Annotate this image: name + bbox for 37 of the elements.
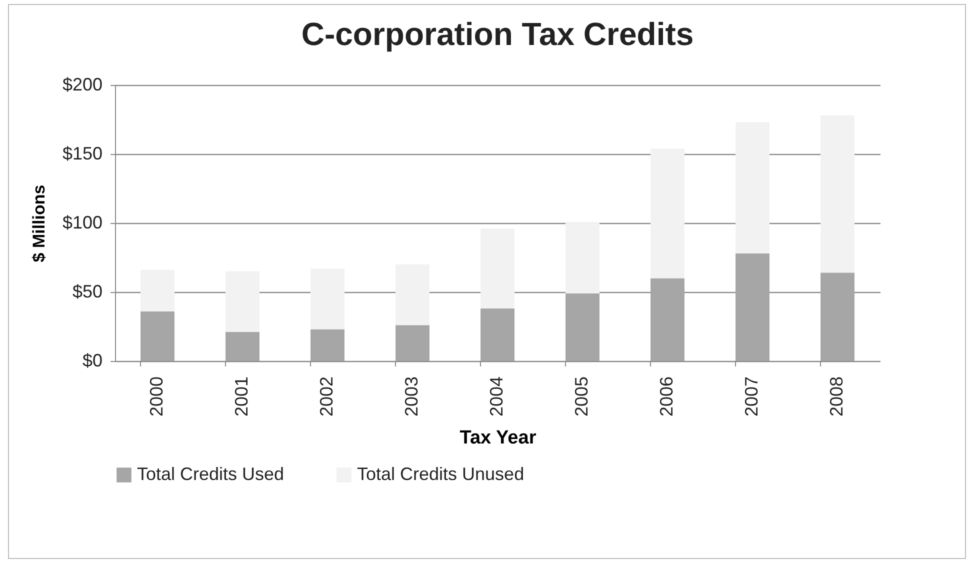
legend-label: Total Credits Used: [137, 464, 284, 484]
bar: [650, 278, 684, 361]
x-axis-title: Tax Year: [460, 428, 537, 449]
bar: [736, 122, 770, 254]
bar: [566, 223, 600, 294]
bar: [820, 272, 854, 361]
x-tick-label: 2005: [572, 376, 592, 417]
chart-title: C-corporation Tax Credits: [301, 16, 694, 52]
x-tick-label: 2004: [486, 376, 506, 417]
y-tick-label: $50: [72, 282, 102, 302]
x-tick-label: 2002: [316, 376, 336, 417]
bar: [310, 268, 344, 330]
legend-label: Total Credits Unused: [357, 464, 524, 484]
x-tick-label: 2001: [232, 376, 252, 417]
bar: [140, 311, 174, 361]
bar: [310, 329, 344, 361]
bar: [396, 325, 430, 361]
y-tick-label: $150: [62, 144, 102, 164]
y-axis-title: $ Millions: [29, 184, 48, 262]
x-tick-label: 2008: [826, 376, 846, 417]
bar: [480, 308, 514, 361]
bar: [396, 264, 430, 326]
bar: [650, 148, 684, 278]
bar: [566, 293, 600, 361]
y-tick-label: $0: [82, 350, 102, 370]
x-tick-label: 2006: [656, 376, 676, 417]
x-tick-label: 2007: [742, 376, 762, 417]
bar: [480, 228, 514, 309]
x-tick-label: 2000: [146, 376, 166, 417]
bar: [226, 332, 260, 361]
bar: [226, 271, 260, 332]
bar: [140, 270, 174, 312]
bar: [820, 115, 854, 273]
y-tick-label: $100: [62, 212, 102, 232]
y-tick-label: $200: [62, 74, 102, 94]
x-tick-label: 2003: [402, 376, 422, 417]
bar: [736, 253, 770, 361]
